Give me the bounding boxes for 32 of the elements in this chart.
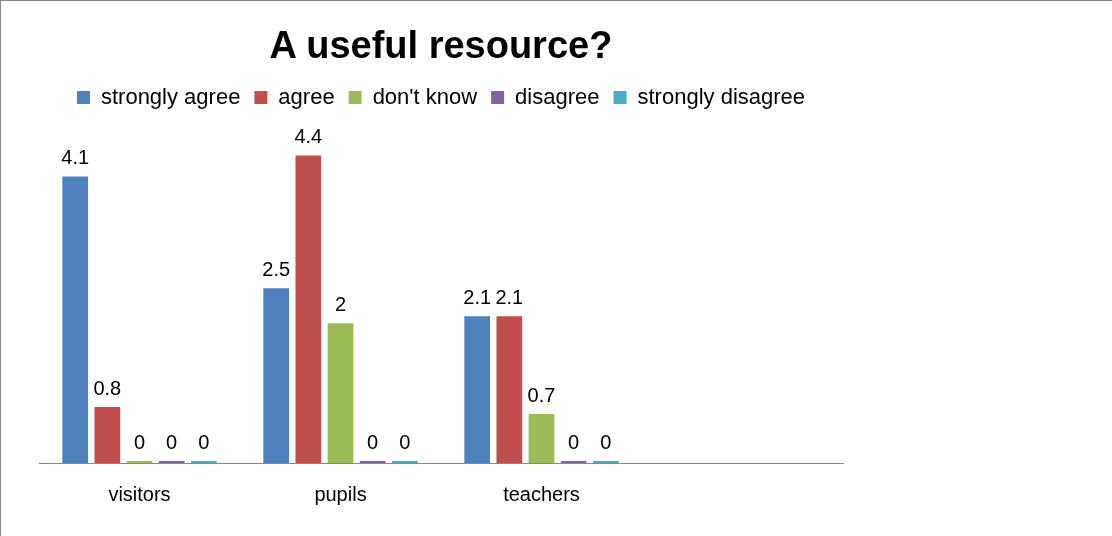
data-label: 2.1 [495,285,524,308]
legend-label: strongly disagree [637,83,806,109]
data-label: 0.8 [93,376,122,399]
data-label: 2.5 [262,257,291,280]
data-label: 0 [600,430,612,453]
data-label: 4.1 [61,146,90,169]
data-label: 2 [334,292,347,315]
legend-label: strongly agree [100,83,241,109]
x-tick-label: visitors [108,482,171,505]
data-label: 4.4 [294,125,323,148]
data-label: 0 [198,430,210,453]
bar [62,176,89,463]
bar [464,316,491,463]
data-label: 0 [367,430,379,453]
bar [263,288,290,463]
legend-label: don't know [372,83,478,109]
bar [94,407,121,463]
chart-title: A useful resource? [269,24,613,67]
data-label: 2.1 [463,285,492,308]
data-label: 0 [166,430,178,453]
legend-label: agree [278,83,335,109]
bar [327,323,354,463]
data-label: 0 [133,430,146,453]
x-tick-label: teachers [503,482,580,505]
bar [528,414,555,463]
data-label: 0.7 [527,383,556,406]
bar [295,155,322,463]
legend-label: disagree [515,83,600,109]
x-tick-label: pupils [314,482,367,505]
bar [496,316,523,463]
data-label: 0 [399,430,411,453]
data-label: 0 [568,430,580,453]
